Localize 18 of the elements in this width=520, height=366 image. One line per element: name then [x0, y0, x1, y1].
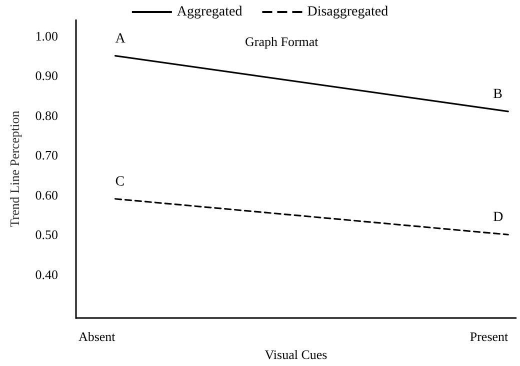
y-tick-label: 0.70	[35, 148, 58, 163]
legend-label: Aggregated	[176, 4, 242, 20]
x-tick-label: Present	[470, 329, 509, 344]
y-tick-label: 0.80	[35, 108, 58, 123]
annotation: A	[115, 31, 126, 46]
y-tick-label: 0.90	[35, 68, 58, 84]
legend-label: Disaggregated	[307, 4, 388, 20]
y-tick-label: 0.40	[35, 266, 58, 282]
y-tick-label: 0.60	[35, 187, 58, 202]
annotation: D	[493, 210, 504, 226]
x-axis-title: Visual Cues	[264, 347, 328, 362]
y-tick-label: 0.50	[35, 227, 58, 242]
y-tick-label: 1.00	[35, 28, 58, 44]
annotation: B	[493, 86, 502, 102]
legend-title: Graph Format	[245, 34, 319, 49]
x-tick-label: Absent	[78, 329, 116, 344]
annotation: C	[115, 174, 125, 190]
y-axis-title: Trend Line Perception	[7, 110, 22, 228]
